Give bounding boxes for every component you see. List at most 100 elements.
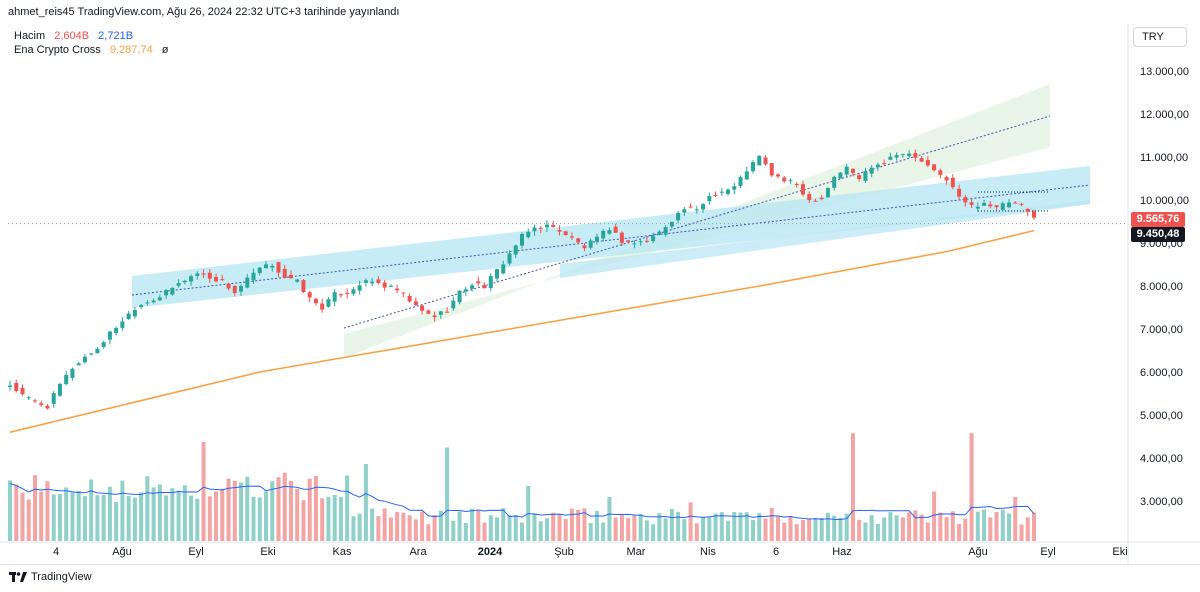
volume-bar [363, 464, 368, 541]
volume-legend[interactable]: Hacim 2,604B 2,721B [14, 30, 139, 42]
candle-body [207, 272, 212, 279]
author-name: ahmet_reis45 [8, 6, 75, 18]
candle-body [39, 403, 44, 405]
currency-button[interactable]: TRY [1133, 27, 1187, 47]
volume-bar [145, 476, 150, 541]
volume-bar [501, 508, 506, 541]
candle-body [264, 264, 268, 269]
candle-body [332, 292, 337, 302]
candle-body [1007, 202, 1012, 208]
volume-bar [975, 511, 980, 541]
volume-bar [201, 442, 206, 541]
volume-bar [257, 497, 262, 541]
candle-body [894, 155, 899, 158]
x-tick-label: Kas [333, 546, 352, 558]
candle-body [395, 288, 400, 291]
candle-body [701, 204, 706, 210]
candle-body [688, 206, 693, 208]
volume-bar [988, 517, 993, 541]
volume-bar [532, 513, 537, 541]
candle-body [101, 342, 106, 347]
volume-bar [632, 515, 637, 541]
volume-bar [463, 523, 468, 541]
volume-bar [332, 494, 337, 541]
candle-body [975, 206, 980, 209]
candle-body [732, 186, 737, 190]
y-tick-label: 8.000,00 [1140, 281, 1183, 293]
candle-body [776, 174, 780, 177]
volume-label: Hacim [14, 30, 46, 42]
x-tick-label: 6 [773, 546, 779, 558]
volume-bar [214, 491, 219, 541]
candle-body [463, 289, 468, 292]
candle-body [488, 276, 493, 289]
volume-bar [894, 515, 899, 541]
tradingview-logo[interactable]: TradingView [9, 571, 92, 583]
volume-bar [507, 515, 512, 541]
volume-bar [120, 480, 125, 541]
volume-bar [619, 513, 624, 541]
y-tick-label: 10.000,00 [1140, 195, 1189, 207]
candle-body [182, 280, 187, 283]
x-tick-label: Ağu [112, 546, 132, 558]
candle-body [563, 231, 568, 236]
volume-bar [957, 523, 962, 541]
volume-bar [694, 523, 699, 541]
x-tick-label: Eki [260, 546, 275, 558]
candle-body [1013, 202, 1018, 204]
chart-area[interactable]: 13.000,0012.000,0011.000,0010.000,009.00… [0, 24, 1200, 564]
volume-bar [863, 522, 868, 541]
candle-body [800, 184, 805, 195]
candle-body [501, 264, 506, 274]
candle-body [476, 281, 481, 284]
candle-body [907, 153, 912, 157]
ema-eye-icon[interactable]: ø [161, 44, 169, 56]
publish-info: TradingView.com, Ağu 26, 2024 22:32 UTC+… [77, 6, 400, 18]
volume-bar [744, 512, 749, 541]
volume-bar [707, 517, 712, 541]
candle-body [919, 158, 924, 162]
candle-body [638, 241, 643, 243]
ema-legend[interactable]: Ena Crypto Cross 9.287,74 ø [14, 44, 175, 56]
volume-bar [245, 476, 250, 541]
volume-bar [482, 522, 487, 541]
candle-body [89, 353, 94, 355]
volume-value-1: 2,604B [54, 30, 90, 42]
volume-bar [232, 480, 237, 541]
volume-bar [576, 509, 581, 541]
volume-bar [426, 524, 431, 541]
candle-body [26, 397, 31, 399]
candle-body [925, 160, 930, 166]
volume-bar [938, 512, 943, 541]
candle-body [438, 311, 443, 315]
candle-body [1000, 203, 1005, 210]
volume-bar [1013, 497, 1018, 541]
candle-body [401, 292, 406, 294]
candle-body [869, 167, 874, 174]
volume-bar [732, 512, 737, 541]
last-price-label: 9.565,76 [1131, 212, 1185, 227]
volume-bar [757, 513, 762, 541]
candle-body [982, 202, 987, 206]
candle-body [1019, 203, 1024, 205]
volume-bar [882, 517, 887, 541]
candle-body [1025, 208, 1030, 212]
volume-bar [651, 524, 656, 541]
volume-bar [413, 519, 418, 541]
candle-body [594, 236, 599, 242]
y-tick-label: 3.000,00 [1140, 496, 1183, 508]
candle-body [944, 177, 949, 181]
candle-body [788, 180, 793, 182]
candle-body [538, 227, 543, 229]
volume-bar [613, 517, 618, 541]
volume-bar [520, 522, 524, 541]
volume-bar [445, 447, 450, 541]
candle-body [157, 297, 162, 301]
volume-bar [1000, 509, 1005, 541]
volume-bar [994, 511, 999, 541]
candle-body [495, 269, 500, 279]
volume-bar [669, 509, 674, 541]
volume-bar [832, 515, 837, 541]
candle-body [95, 348, 100, 354]
candle-body [445, 311, 450, 313]
